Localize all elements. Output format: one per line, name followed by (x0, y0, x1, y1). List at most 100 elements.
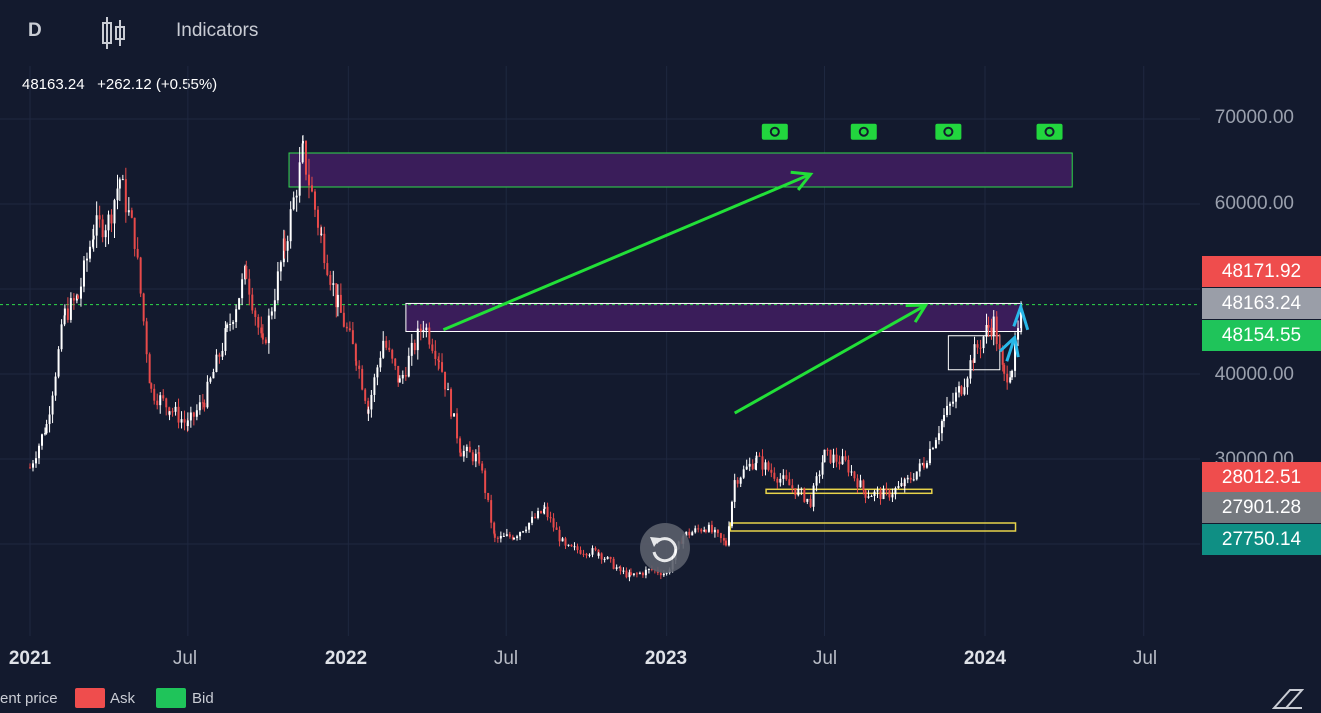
candle-body (72, 298, 75, 301)
candle-body (761, 456, 764, 470)
candle-body (45, 424, 48, 434)
candle-body (289, 209, 292, 242)
candle-body (459, 438, 462, 453)
price-chart[interactable] (0, 66, 1321, 686)
candle-body (459, 452, 462, 457)
candle-body (229, 323, 232, 325)
chart-grid (0, 66, 1200, 636)
candle-body (270, 311, 273, 316)
candle-body (806, 498, 809, 502)
candle-body (823, 449, 826, 463)
candle-body (982, 336, 985, 349)
money-icon (935, 123, 962, 140)
candle-body (508, 534, 511, 537)
candle-body (342, 312, 345, 327)
candle-body (713, 529, 716, 533)
candle-body (335, 283, 338, 308)
candle-body (361, 368, 364, 390)
trend-arrow-cyan (999, 334, 1020, 362)
candlestick-icon[interactable] (100, 16, 128, 50)
candle-body (770, 469, 773, 473)
candle-body (546, 506, 549, 518)
candle-body (422, 330, 425, 332)
candle-body (543, 508, 546, 514)
indicators-button[interactable]: Indicators (176, 20, 259, 41)
candle-body (85, 258, 88, 261)
candle-body (438, 360, 441, 363)
candle-body (960, 386, 963, 395)
candle-body (267, 315, 270, 344)
candle-body (63, 308, 66, 316)
annotation-zones (0, 152, 1200, 532)
x-tick-2023: 2023 (644, 648, 688, 669)
candle-body (264, 339, 267, 344)
candle-body (990, 327, 993, 336)
candle-body (348, 328, 351, 331)
candle-body (398, 378, 401, 383)
candle-body (722, 538, 725, 541)
candle-body (136, 248, 139, 258)
candle-body (665, 572, 668, 574)
candle-body (897, 486, 900, 489)
candle-body (710, 524, 713, 533)
candle-body (629, 572, 632, 575)
candle-body (963, 387, 966, 395)
candle-body (894, 488, 897, 495)
candle-body (79, 286, 82, 299)
candle-body (788, 479, 791, 486)
candle-body (310, 185, 313, 192)
support-line-lower (729, 522, 1017, 532)
candle-body (603, 558, 606, 560)
candle-body (555, 527, 558, 530)
candle-body (1006, 373, 1009, 383)
candle-body (66, 308, 69, 320)
ruler-icon[interactable] (1272, 686, 1304, 710)
candle-body (579, 550, 582, 554)
legend-ask: Ask (110, 690, 136, 707)
candle-body (882, 488, 885, 499)
candle-body (456, 413, 459, 439)
candle-body (373, 377, 376, 395)
trend-arrow-upper-head (790, 170, 814, 191)
candle-body (502, 535, 505, 537)
candle-body (139, 257, 142, 294)
candle-body (203, 402, 206, 408)
candle-body (261, 333, 264, 340)
candle-body (767, 462, 770, 470)
candle-body (958, 386, 961, 393)
candle-body (434, 350, 437, 359)
candle-body (165, 398, 168, 408)
candle-body (32, 463, 34, 468)
candle-body (969, 360, 972, 379)
candle-body (1009, 377, 1012, 383)
candle-body (862, 480, 865, 491)
interval-button[interactable]: D (28, 20, 42, 41)
candle-body (754, 463, 757, 470)
candle-body (257, 316, 260, 328)
candle-body (931, 448, 934, 450)
trend-arrows (442, 170, 1030, 415)
price-candles (29, 135, 1023, 582)
candle-body (922, 463, 925, 468)
last-price-tag-2: 27901.28 (1202, 492, 1321, 523)
candle-body (528, 522, 531, 530)
candle-body (121, 179, 124, 181)
candle-body (447, 389, 450, 391)
candle-body (864, 490, 867, 498)
candle-body (742, 469, 745, 478)
candle-body (499, 536, 502, 539)
candle-body (662, 573, 665, 576)
candle-body (484, 470, 487, 493)
candle-body (148, 354, 151, 384)
candle-body (782, 475, 785, 479)
reset-chart-button[interactable] (640, 523, 690, 573)
candle-body (885, 488, 888, 491)
candle-body (355, 361, 358, 366)
candle-body (48, 414, 51, 425)
candle-body (29, 467, 31, 469)
candle-body (75, 295, 78, 301)
candle-body (921, 463, 924, 465)
candle-body (431, 344, 434, 351)
candle-body (209, 378, 212, 382)
candle-body (1014, 339, 1017, 371)
